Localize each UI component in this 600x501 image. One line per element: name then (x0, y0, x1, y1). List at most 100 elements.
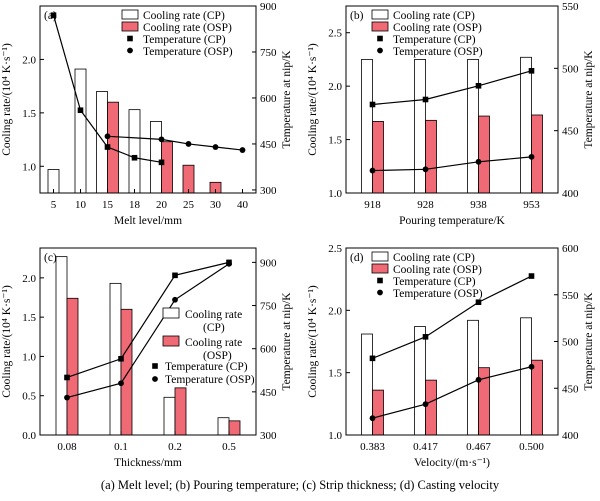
x-tick-label: 18 (129, 199, 141, 211)
x-tick-label: 0.383 (360, 441, 385, 453)
x-tick-label: 0.5 (222, 441, 236, 453)
legend-swatch-cp (371, 251, 389, 262)
point-temperature-osp (104, 133, 111, 140)
line-temperature-osp (66, 263, 230, 399)
legend-label: Temperature (CP) (393, 276, 476, 288)
bar-osp (161, 141, 173, 193)
x-tick-label: 40 (237, 199, 249, 211)
legend-swatch-cp (162, 307, 180, 319)
bar-cp (414, 59, 426, 193)
legend-label: Temperature (CP) (143, 34, 226, 46)
legend-swatch-osp (162, 335, 180, 347)
bar-osp (425, 379, 437, 435)
bar-cp (74, 68, 87, 193)
line-temperature-osp (372, 156, 532, 172)
bar-group (361, 317, 543, 435)
legend-label: Temperature (OSP) (165, 374, 255, 386)
bar-osp (228, 420, 241, 435)
x-tick-label: 0.467 (466, 441, 491, 453)
point-temperature-cp (118, 355, 124, 362)
x-tick-label: 0.1 (114, 441, 128, 453)
plot-frame (39, 247, 257, 436)
y-tick-label: 2.0 (328, 305, 342, 317)
legend-label-line1: Cooling rate (185, 337, 242, 349)
line-temperature-cp (372, 275, 532, 359)
bar-group (361, 56, 543, 193)
y2-tick-label: 500 (562, 337, 579, 349)
x-tick-label: 30 (210, 199, 222, 211)
legend-label-line2: (CP) (203, 322, 225, 334)
y2-tick-label: 600 (260, 93, 277, 105)
point-temperature-cp (369, 355, 376, 362)
legend: Cooling rate (CP)Cooling rate (OSP)Tempe… (371, 251, 483, 300)
chart-panel-2: 1.0 1.5 2.0 2.5 400 450 500 550 918 928 938 953 Pour… (307, 1, 595, 227)
legend-marker-cp (152, 363, 158, 369)
legend-label: Temperature (OSP) (143, 46, 233, 58)
x-axis-label: Pouring temperature/K (399, 215, 505, 227)
y2-tick-label: 400 (562, 430, 579, 442)
x-tick-label: 0.500 (519, 441, 544, 453)
y2-tick-label: 450 (562, 383, 579, 395)
x-tick-label: 0.08 (57, 441, 77, 453)
y-tick-label: 1.0 (22, 161, 36, 173)
point-temperature-osp (422, 166, 429, 173)
point-temperature-osp (64, 394, 70, 401)
y2-tick-label: 550 (562, 290, 579, 302)
line-temperature-osp (107, 135, 243, 151)
y-axis-label: Cooling rate/(10⁴ K·s⁻¹) (1, 43, 13, 156)
y2-tick-label: 450 (260, 387, 277, 399)
y-tick-label: 2.5 (328, 28, 342, 40)
x-tick-label: 928 (417, 199, 434, 211)
legend-marker-cp (377, 35, 383, 42)
x-tick-label: 918 (364, 199, 381, 211)
y-axis-label: Cooling rate/(10⁴ K·s⁻¹) (1, 285, 13, 398)
plot-frame (39, 5, 257, 194)
legend-marker-osp (377, 47, 383, 54)
panel-label: (b) (350, 10, 364, 22)
chart-panel-1: 1.0 1.5 2.0 300 450 600 750 900 5 10 15 18 20 25 30 40 M… (1, 1, 293, 227)
point-temperature-osp (226, 260, 232, 267)
y2-tick-label: 300 (260, 185, 277, 197)
point-temperature-cp (104, 144, 111, 150)
legend-label: Cooling rate (CP) (393, 10, 475, 22)
point-temperature-cp (172, 272, 178, 279)
panel-label: (d) (350, 252, 364, 264)
x-axis-label: Velocity/(m·s⁻¹) (414, 457, 490, 469)
point-temperature-osp (172, 296, 178, 303)
legend: Cooling rate(CP)Cooling rate(OSP)Tempera… (152, 307, 255, 386)
bar-osp (425, 119, 437, 193)
legend-marker-osp (127, 47, 133, 54)
x-tick-label: 15 (102, 199, 114, 211)
chart-panel-3: 0.0 0.5 1.0 1.5 2.0 300 450 600 750 900 0.08 0.1 0.2… (1, 247, 293, 469)
y-tick-label: 1.0 (328, 430, 342, 442)
legend-label-line2: (OSP) (203, 350, 232, 362)
legend-label: Cooling rate (CP) (393, 252, 475, 264)
point-temperature-osp (118, 380, 124, 387)
point-temperature-osp (369, 415, 376, 422)
point-temperature-osp (528, 153, 535, 160)
y-tick-label: 1.0 (328, 188, 342, 200)
legend-label: Cooling rate (CP) (143, 10, 225, 22)
y2-tick-label: 750 (260, 47, 277, 59)
y2-axis-label: Temperature at nip/K (281, 50, 293, 149)
plot-frame (345, 5, 559, 194)
bar-cp (361, 59, 373, 193)
y-tick-label: 2.5 (328, 243, 342, 255)
legend-label: Temperature (OSP) (393, 288, 483, 300)
bar-osp (182, 164, 195, 193)
x-tick-label: 10 (75, 199, 87, 211)
point-temperature-osp (475, 158, 482, 165)
point-temperature-cp (158, 159, 165, 166)
bar-osp (478, 115, 490, 193)
bar-cp (217, 417, 230, 435)
point-temperature-osp (528, 363, 535, 370)
y-tick-label: 1.5 (328, 135, 342, 147)
x-tick-label: 0.2 (168, 441, 182, 453)
y-tick-label: 2.0 (22, 54, 36, 66)
point-temperature-cp (131, 154, 138, 161)
point-temperature-osp (158, 136, 165, 143)
legend-marker-osp (377, 289, 383, 296)
legend-swatch-cp (371, 9, 389, 20)
point-temperature-cp (422, 96, 429, 103)
